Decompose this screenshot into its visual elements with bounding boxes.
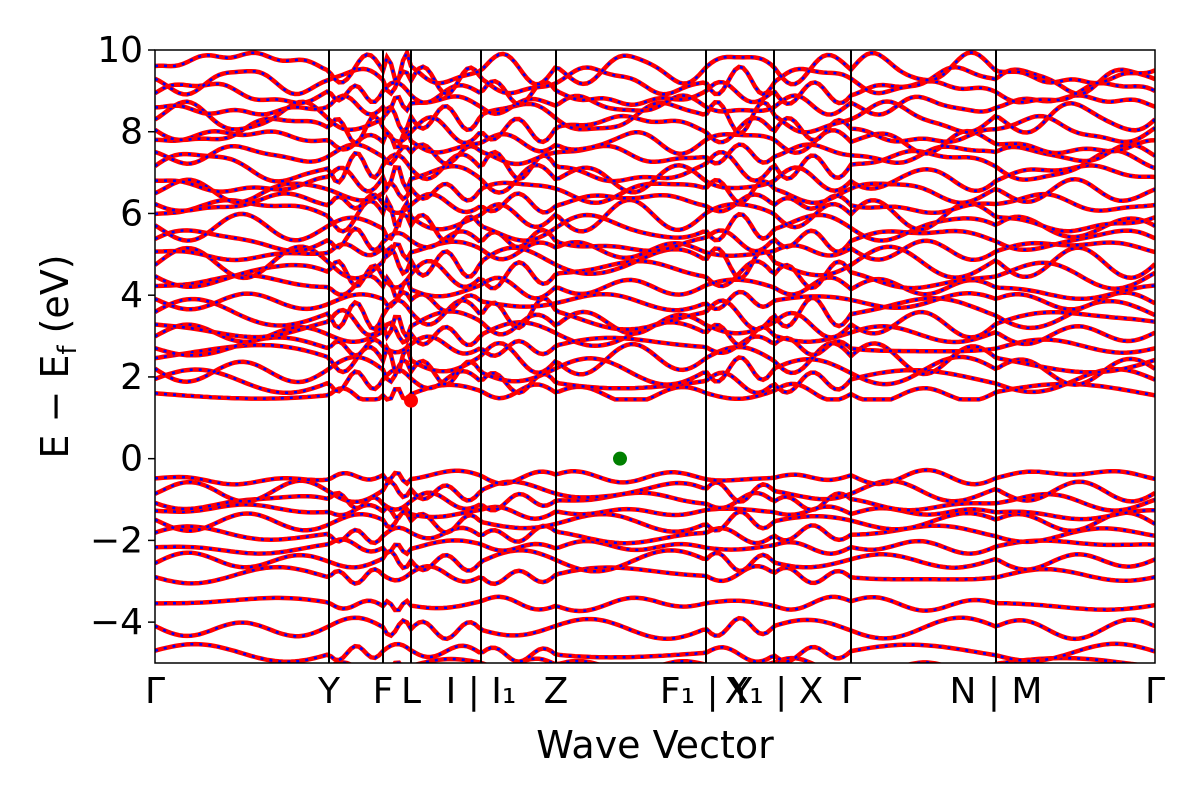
band-line-spin-up bbox=[155, 148, 1155, 185]
band-line-spin-down bbox=[155, 65, 1155, 96]
y-tick-label: 4 bbox=[120, 275, 143, 316]
x-tick-label: F₁ | Y bbox=[660, 671, 753, 712]
band-line-spin-down bbox=[155, 100, 1155, 135]
extrema-markers bbox=[404, 393, 627, 466]
x-tick-label: N | M bbox=[949, 671, 1042, 712]
y-axis-title-main: E − E bbox=[33, 355, 77, 459]
band-line-spin-down bbox=[155, 245, 1155, 280]
band-line-spin-down bbox=[155, 239, 1155, 262]
band-line-spin-down bbox=[155, 79, 1155, 106]
band-line-spin-down bbox=[155, 128, 1155, 155]
band-line-spin-up bbox=[155, 142, 1155, 167]
band-line-spin-up bbox=[155, 176, 1155, 206]
y-tick-label: 8 bbox=[120, 112, 143, 153]
band-line-spin-down bbox=[155, 50, 1155, 86]
band-line-spin-up bbox=[155, 381, 1155, 403]
band-line-spin-down bbox=[155, 549, 1155, 573]
band-line-spin-down bbox=[155, 538, 1155, 556]
x-tick-label: Y bbox=[317, 671, 341, 712]
x-tick-label: Γ bbox=[1145, 671, 1165, 712]
band-line-spin-down bbox=[155, 595, 1155, 613]
cbm-marker bbox=[404, 393, 418, 408]
band-line-spin-down bbox=[155, 341, 1155, 376]
band-line-spin-up bbox=[155, 50, 1155, 87]
band-line-spin-down bbox=[155, 114, 1155, 145]
band-line-spin-down bbox=[155, 355, 1155, 386]
band-line-spin-down bbox=[155, 335, 1155, 357]
band-line-spin-down bbox=[155, 259, 1155, 290]
band-line-spin-down bbox=[155, 367, 1155, 395]
y-tick-label: 6 bbox=[120, 193, 143, 234]
band-line-spin-down bbox=[155, 290, 1155, 313]
band-line-spin-up bbox=[155, 563, 1155, 587]
y-axis-title: E − Ef (eV) bbox=[33, 254, 83, 458]
band-line-spin-up bbox=[155, 478, 1155, 505]
plot-frame bbox=[154, 49, 1156, 664]
y-axis-title-sub: f bbox=[53, 345, 83, 355]
band-line-spin-up bbox=[155, 194, 1155, 234]
bands-layer bbox=[155, 50, 1155, 663]
x-tick-label: Γ bbox=[841, 671, 861, 712]
band-line-spin-down bbox=[155, 321, 1155, 347]
band-line-spin-up bbox=[155, 523, 1155, 546]
y-tick-label: −4 bbox=[90, 602, 143, 643]
band-line-spin-down bbox=[155, 296, 1155, 331]
x-tick-label: I | I₁ bbox=[446, 671, 517, 712]
band-line-spin-down bbox=[155, 510, 1155, 534]
band-line-spin-down bbox=[155, 616, 1155, 641]
band-line-spin-up bbox=[155, 211, 1155, 244]
band-line-spin-up bbox=[155, 467, 1155, 487]
x-tick-label: Z bbox=[544, 671, 569, 712]
y-axis-title-unit: (eV) bbox=[33, 254, 77, 345]
band-line-spin-down bbox=[155, 503, 1155, 521]
kpoint-lines bbox=[328, 50, 997, 663]
x-tick-label: Γ bbox=[145, 671, 165, 712]
x-tick-label: X₁ | X bbox=[725, 671, 824, 712]
x-tick-label: L bbox=[401, 671, 421, 712]
y-tick-label: 2 bbox=[120, 357, 143, 398]
band-line-spin-down bbox=[155, 227, 1155, 253]
vbm-marker bbox=[613, 451, 627, 466]
y-tick-label: 10 bbox=[97, 30, 143, 71]
y-tick-label: 0 bbox=[120, 439, 143, 480]
band-line-spin-up bbox=[155, 93, 1155, 117]
y-axis-ticks: −4 −2 0 2 4 6 8 10 bbox=[90, 30, 155, 643]
band-line-spin-down bbox=[155, 491, 1155, 512]
band-line-spin-down bbox=[155, 273, 1155, 301]
band-line-spin-down bbox=[155, 192, 1155, 215]
y-tick-label: −2 bbox=[90, 520, 143, 561]
x-axis-title: Wave Vector bbox=[536, 723, 774, 767]
band-line-spin-up bbox=[155, 641, 1155, 663]
x-tick-label: F bbox=[373, 671, 394, 712]
